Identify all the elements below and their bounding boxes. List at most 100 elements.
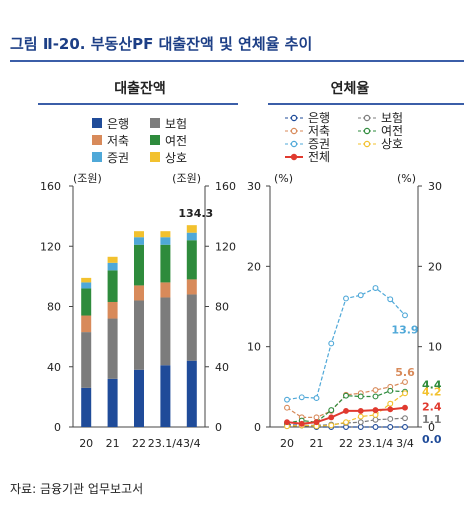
series-point-5-3 — [328, 422, 335, 429]
legend-marker-3 — [363, 127, 371, 135]
series-point-6-8 — [402, 404, 408, 411]
legend-swatch-1 — [150, 118, 160, 128]
bar-segment-2-1 — [134, 300, 144, 370]
series-point-5-7 — [387, 400, 394, 407]
bar-segment-1-0 — [107, 378, 118, 427]
panel-rule-delinquency — [268, 103, 464, 105]
series-point-6-6 — [372, 407, 379, 414]
bar-segment-3-0 — [160, 365, 171, 427]
series-point-4-2 — [313, 395, 320, 402]
legend-swatch-5 — [150, 152, 160, 162]
title-rule — [10, 60, 464, 62]
series-line-4 — [286, 287, 406, 401]
series-point-2-2 — [313, 414, 320, 421]
unit-left-line: (%) — [274, 172, 293, 185]
series-point-1-6 — [372, 416, 379, 423]
y-tick-label-right-2: 80 — [215, 301, 229, 314]
legend-label-line-1: 보험 — [381, 111, 403, 125]
source-note: 자료: 금융기관 업무보고서 — [10, 482, 144, 496]
bar-segment-4-4 — [186, 232, 197, 241]
series-line-2 — [286, 381, 406, 418]
series-point-0-8 — [402, 424, 408, 430]
bar-segment-0-4 — [81, 282, 92, 289]
series-point-5-4 — [343, 419, 349, 426]
end-label-3: 4.4 — [422, 379, 442, 392]
y-tick-label-right-line-1: 10 — [428, 341, 442, 354]
series-point-6-5 — [357, 407, 364, 414]
end-label-5: 4.2 — [422, 385, 442, 398]
legend-marker-0 — [290, 114, 298, 122]
bar-segment-1-2 — [107, 301, 118, 319]
bar-segment-0-2 — [81, 315, 92, 333]
series-point-5-8 — [402, 390, 408, 397]
series-point-6-4 — [343, 407, 349, 414]
series-point-4-1 — [298, 394, 305, 401]
x-tick-label-2: 22 — [132, 437, 146, 450]
series-line-5 — [286, 392, 406, 427]
legend-label-line-3: 여전 — [381, 124, 403, 138]
series-point-4-7 — [387, 296, 394, 303]
bar-segment-2-4 — [134, 237, 144, 245]
legend-label-0: 은행 — [107, 116, 129, 131]
legend-label-2: 저축 — [107, 134, 129, 148]
panel-title-balance: 대출잔액 — [114, 81, 166, 97]
series-point-5-5 — [357, 413, 364, 420]
unit-left: (조원) — [73, 172, 102, 185]
figure-title: 그림 Ⅱ-20. 부동산PF 대출잔액 및 연체율 추이 — [10, 35, 313, 53]
legend-label-1: 보험 — [165, 117, 187, 131]
y-tick-label-left-line-3: 30 — [247, 180, 261, 193]
y-tick-label-right-line-2: 20 — [428, 260, 442, 273]
legend-swatch-4 — [92, 152, 102, 162]
x-tick-label-line-1: 21 — [310, 437, 324, 450]
series-point-5-6 — [372, 412, 379, 418]
series-point-4-6 — [372, 285, 379, 291]
series-point-0-6 — [372, 424, 379, 430]
legend-marker-1 — [363, 114, 371, 122]
series-point-6-2 — [313, 419, 320, 426]
y-tick-label-right-line-3: 30 — [428, 180, 442, 193]
series-point-6-3 — [328, 414, 335, 421]
bar-segment-3-3 — [160, 244, 171, 283]
y-tick-label-right-4: 160 — [215, 180, 236, 193]
panel-title-delinquency: 연체율 — [330, 81, 370, 97]
legend-label-line-0: 은행 — [308, 110, 330, 125]
bar-segment-0-5 — [81, 277, 92, 283]
bar-segment-4-3 — [186, 240, 197, 280]
unit-right-line: (%) — [397, 172, 416, 185]
legend-label-4: 증권 — [107, 151, 129, 165]
bar-segment-4-5 — [186, 225, 197, 233]
x-tick-label-4: 3/4 — [183, 437, 201, 450]
series-point-4-0 — [284, 396, 290, 403]
series-point-0-7 — [387, 424, 394, 430]
legend-swatch-2 — [92, 135, 102, 145]
bar-segment-3-2 — [160, 282, 171, 298]
end-label-0: 0.0 — [422, 433, 442, 446]
bar-segment-2-2 — [134, 285, 144, 301]
series-point-6-1 — [298, 420, 305, 427]
y-tick-label-left-1: 40 — [47, 361, 61, 374]
end-label-6: 2.4 — [422, 401, 442, 414]
legend-marker-5 — [363, 140, 371, 148]
y-tick-label-left-line-1: 10 — [247, 341, 261, 354]
legend-marker-2 — [290, 127, 298, 135]
bar-segment-3-1 — [160, 297, 171, 366]
series-point-1-8 — [402, 415, 408, 422]
bar-segment-2-0 — [134, 369, 144, 427]
y-tick-label-right-3: 120 — [215, 240, 236, 253]
bar-segment-1-4 — [107, 262, 118, 271]
bar-segment-2-3 — [134, 244, 144, 286]
series-point-4-3 — [328, 340, 335, 347]
series-point-3-5 — [357, 393, 364, 400]
bar-segment-3-5 — [160, 231, 171, 238]
bar-segment-1-3 — [107, 270, 118, 302]
bar-segment-3-4 — [160, 237, 171, 245]
legend-label-5: 상호 — [165, 151, 187, 165]
series-point-3-4 — [343, 392, 349, 399]
legend-swatch-3 — [150, 135, 160, 145]
series-point-3-3 — [328, 407, 335, 414]
total-data-label: 134.3 — [178, 207, 213, 220]
y-tick-label-left-line-2: 20 — [247, 260, 261, 273]
y-tick-label-right-line-0: 0 — [428, 421, 435, 434]
end-label-2: 5.6 — [395, 366, 415, 379]
